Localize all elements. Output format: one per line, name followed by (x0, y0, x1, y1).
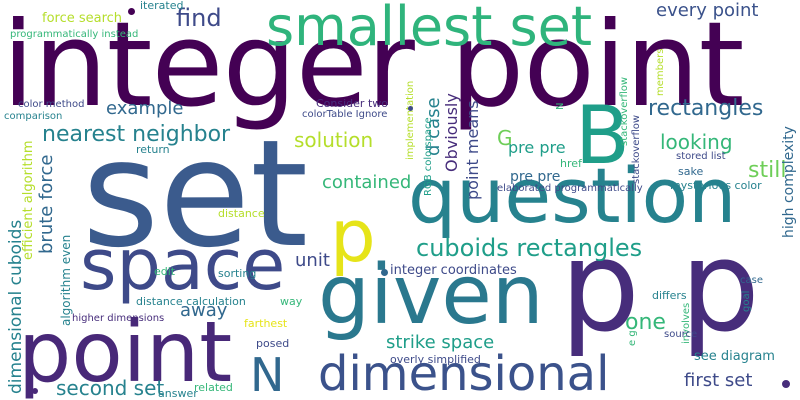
word-N-small: N (555, 102, 566, 110)
word-posed: posed (256, 337, 290, 350)
word-way: way (280, 295, 303, 308)
word-distance: distance (218, 207, 265, 220)
word-smallest-set: smallest set (266, 0, 593, 58)
word-rgb-colorspace: RGB colorspace (423, 117, 434, 196)
word-dimensional-big: dimensional (318, 346, 610, 400)
word-integer-coordinates: integer coordinates (390, 263, 517, 278)
word-implementation: implementation (405, 80, 416, 160)
dot-mark (782, 380, 790, 388)
word-away: away (180, 300, 228, 321)
word-G: G (497, 126, 513, 150)
word-force-search: force search (42, 11, 123, 26)
word-overly-simplified: overly simplified (390, 353, 481, 366)
word-unit: unit (295, 250, 330, 271)
word-see-diagram: see diagram (694, 349, 775, 364)
word-programmatically-instead: programmatically instead (10, 29, 139, 40)
word-efficient-algorithm: efficient algorithm (21, 140, 36, 260)
word-point-means: point means (463, 100, 482, 200)
word-brute-force: brute force (36, 154, 57, 254)
word-color-method: color method (18, 99, 85, 110)
word-algorithm-even: algorithm even (59, 234, 73, 326)
word-B: B (575, 89, 630, 182)
dot-mark (381, 269, 388, 276)
word-second-set: second set (56, 376, 165, 400)
word-goal: goal (741, 290, 752, 312)
word-every-point: every point (656, 0, 759, 21)
word-href: href (560, 157, 582, 170)
dot-mark (128, 8, 135, 15)
word-stackefficient: stackoverflow (619, 76, 630, 146)
word-still: still (748, 158, 787, 183)
dot-mark (408, 106, 413, 111)
word-N: N (250, 348, 285, 400)
word-point-big: point (18, 303, 233, 400)
word-farthest: farthest (244, 317, 288, 330)
word-solution: solution (294, 128, 374, 152)
word-return: return (136, 143, 170, 156)
word-set-big: set (82, 108, 309, 280)
word-looking: looking (660, 130, 733, 154)
word-example: example (106, 98, 184, 119)
word-distance-calculation: distance calculation (136, 295, 246, 308)
dot-mark (32, 388, 38, 394)
word-comparison: comparison (4, 111, 63, 122)
word-sorting: sorting (218, 267, 257, 280)
word-stackoverflow: stackoverflow (631, 114, 642, 184)
word-pre-pre: pre pre (508, 138, 566, 157)
word-find: find (176, 4, 222, 32)
word-nearest-neighbor: nearest neighbor (42, 122, 231, 147)
word-question: question (408, 151, 737, 240)
word-p-p: p p (560, 213, 761, 360)
word-source: source (664, 329, 698, 340)
word-p-small: p (330, 194, 376, 278)
word-given: given (318, 248, 544, 343)
word-answer: answer (158, 387, 198, 400)
word-elaborated-programmatically: elaborated programmatically (497, 183, 643, 194)
word-first-set: first set (684, 370, 753, 391)
word-e-g: e g (627, 330, 638, 346)
word-contained: contained (322, 172, 412, 193)
word-consider-two: Consider two (316, 97, 388, 110)
word-space: space (80, 224, 286, 306)
word-members: members (655, 48, 666, 96)
word-related: related (194, 381, 233, 394)
word-differs: differs (652, 289, 687, 302)
word-strike-space: strike space (386, 332, 495, 353)
word-one: one (625, 310, 666, 335)
word-edit: edit (154, 265, 176, 278)
word-mysterious-color: mysterious color (670, 179, 762, 192)
word-rectangles: rectangles (648, 96, 764, 121)
word-higher-dimensions: higher dimensions (72, 313, 165, 324)
word-colortable-ignore: colorTable Ignore (302, 109, 388, 120)
word-case: case (740, 275, 763, 286)
word-iterated: iterated (140, 0, 184, 12)
word-sake: sake (678, 165, 704, 178)
word-high-complexity: high complexity (781, 126, 797, 238)
word-stored-list: stored list (676, 151, 726, 162)
word-integer-point: integer point (2, 0, 744, 133)
word-pre-pre-2: pre pre (510, 169, 561, 185)
word-obviously: Obviously (442, 93, 461, 172)
word-cuboids-rectangles: cuboids rectangles (416, 234, 643, 262)
